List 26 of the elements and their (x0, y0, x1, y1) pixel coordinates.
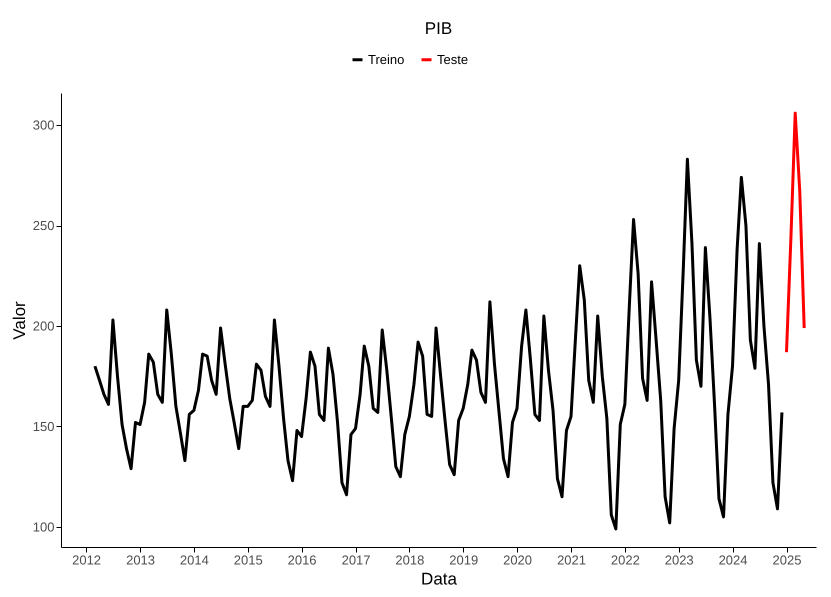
legend-label: Treino (368, 52, 404, 67)
y-axis-title: Valor (10, 300, 29, 340)
y-tick-label: 100 (32, 519, 54, 534)
legend-label: Teste (437, 52, 468, 67)
x-tick-label: 2019 (449, 552, 478, 568)
x-tick-label: 2018 (395, 552, 424, 568)
x-tick-label: 2025 (772, 552, 802, 568)
x-tick-label: 2014 (180, 552, 209, 568)
x-tick-label: 2015 (234, 552, 263, 568)
x-tick-label: 2012 (72, 552, 102, 568)
x-tick-label: 2017 (342, 552, 370, 568)
x-axis-title: Data (421, 570, 458, 588)
line-series (785, 112, 806, 354)
x-tick-label: 2024 (718, 552, 748, 568)
x-tick-label: 2020 (503, 552, 532, 568)
x-tick-label: 2022 (610, 552, 640, 568)
x-tick-label: 2023 (664, 552, 694, 568)
x-tick-label: 2013 (126, 552, 156, 568)
y-tick-label: 200 (32, 318, 54, 334)
x-tick-label: 2016 (288, 552, 317, 568)
x-tick-label: 2021 (557, 552, 586, 568)
chart-title: PIB (424, 19, 452, 38)
y-tick-label: 300 (32, 118, 54, 133)
y-tick-label: 150 (32, 418, 54, 434)
y-tick-label: 250 (32, 218, 54, 234)
line-series (93, 158, 784, 530)
